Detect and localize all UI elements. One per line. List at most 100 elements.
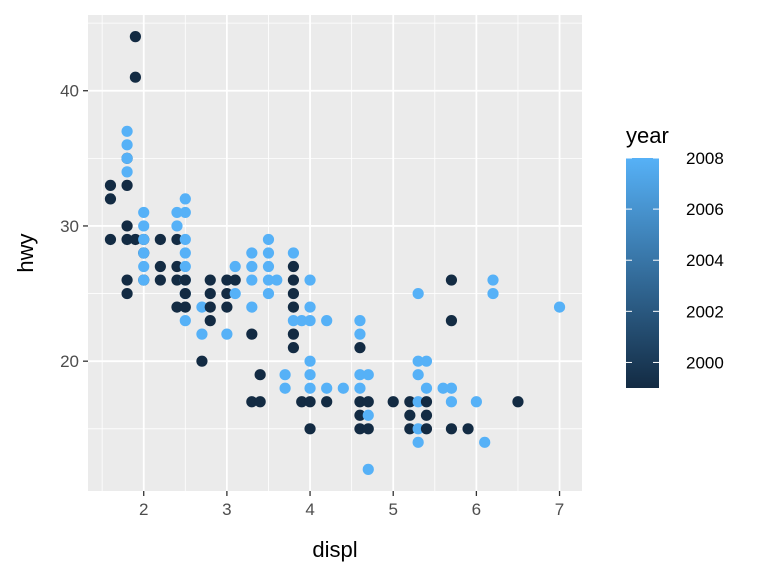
- data-point: [121, 139, 133, 151]
- data-point: [412, 287, 424, 300]
- data-point: [304, 382, 316, 394]
- data-point: [287, 274, 300, 286]
- data-point: [121, 274, 133, 286]
- data-point: [512, 396, 524, 408]
- data-point: [462, 423, 474, 435]
- data-point: [121, 152, 133, 164]
- minor-gridlines: [88, 15, 582, 491]
- data-point: [221, 287, 233, 300]
- data-point: [271, 274, 283, 286]
- data-point: [246, 301, 258, 313]
- data-point: [262, 274, 275, 286]
- data-point: [387, 396, 399, 408]
- data-point: [204, 274, 216, 286]
- y-tick-label: 30: [60, 217, 79, 236]
- legend-ticks: 2000 2002 2004 2006 2008: [626, 149, 724, 372]
- data-point: [420, 382, 433, 394]
- data-point: [138, 260, 150, 273]
- data-point: [254, 396, 266, 408]
- data-point: [404, 423, 416, 435]
- data-point: [420, 423, 433, 435]
- data-point: [304, 315, 316, 327]
- data-point: [445, 396, 458, 408]
- data-point: [138, 206, 150, 219]
- major-gridlines: [88, 15, 582, 491]
- data-point: [196, 355, 208, 367]
- data-point: [179, 193, 191, 205]
- data-point: [204, 315, 216, 327]
- data-point: [487, 287, 499, 300]
- data-point: [196, 328, 208, 340]
- data-point: [229, 260, 241, 273]
- data-point: [204, 301, 216, 313]
- data-point: [354, 396, 366, 408]
- data-point: [179, 247, 191, 259]
- data-point: [121, 233, 133, 246]
- data-point: [171, 260, 183, 273]
- data-point: [420, 355, 433, 367]
- data-point: [129, 233, 142, 246]
- x-tick-label: 3: [222, 500, 231, 519]
- data-point: [487, 274, 499, 286]
- data-point: [196, 301, 208, 313]
- data-point: [262, 247, 275, 259]
- data-point: [179, 315, 191, 327]
- data-point: [138, 233, 150, 246]
- data-point: [246, 328, 258, 340]
- data-point: [445, 423, 458, 435]
- data-point: [229, 274, 241, 286]
- data-point: [179, 287, 191, 300]
- data-point: [104, 233, 117, 246]
- data-point: [154, 233, 166, 246]
- data-point: [221, 274, 233, 286]
- data-point: [354, 342, 366, 354]
- data-point: [221, 301, 233, 313]
- data-point: [262, 287, 275, 300]
- data-point: [321, 315, 333, 327]
- data-point: [121, 287, 133, 300]
- data-point: [553, 301, 566, 313]
- data-point: [179, 260, 191, 273]
- legend-colorbar: [626, 158, 659, 388]
- data-point: [287, 287, 300, 300]
- data-point: [154, 260, 166, 273]
- data-point: [154, 274, 166, 286]
- data-point: [296, 396, 308, 408]
- data-point: [404, 409, 416, 421]
- data-point: [420, 409, 433, 421]
- data-point: [287, 328, 300, 340]
- data-point: [354, 315, 366, 327]
- color-legend: year 2000 2002 2004 2006 2008: [626, 123, 724, 388]
- data-point: [354, 423, 366, 435]
- data-point: [221, 328, 233, 340]
- data-point: [304, 355, 316, 367]
- data-point: [179, 233, 191, 246]
- data-point: [304, 301, 316, 313]
- x-axis-title: displ: [312, 537, 357, 562]
- x-axis: 2 3 4 5 6 7: [139, 491, 564, 519]
- data-point: [412, 355, 424, 367]
- data-point: [262, 233, 275, 246]
- data-point: [129, 31, 142, 43]
- legend-label: 2000: [686, 353, 724, 372]
- data-point: [321, 396, 333, 408]
- data-point: [138, 274, 150, 286]
- data-point: [138, 247, 150, 259]
- data-point: [321, 382, 333, 394]
- data-point: [304, 423, 316, 435]
- x-tick-label: 7: [555, 500, 564, 519]
- data-point: [412, 369, 424, 381]
- data-point: [229, 287, 241, 300]
- x-tick-label: 2: [139, 500, 148, 519]
- data-point: [354, 382, 366, 394]
- data-point: [304, 274, 316, 286]
- data-point: [296, 315, 308, 327]
- data-point: [304, 369, 316, 381]
- legend-title: year: [626, 123, 669, 148]
- data-point: [254, 369, 266, 381]
- y-axis: 20 30 40: [60, 82, 88, 371]
- data-point: [362, 423, 374, 435]
- data-point: [404, 396, 416, 408]
- data-point: [362, 369, 374, 381]
